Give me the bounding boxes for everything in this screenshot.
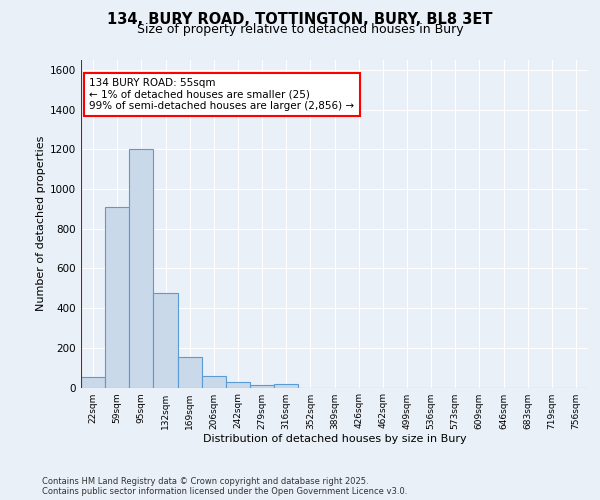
X-axis label: Distribution of detached houses by size in Bury: Distribution of detached houses by size … xyxy=(203,434,466,444)
Bar xyxy=(154,293,178,388)
Bar xyxy=(129,150,154,388)
Bar xyxy=(202,376,226,388)
Bar xyxy=(178,356,202,388)
Bar xyxy=(226,382,250,388)
Y-axis label: Number of detached properties: Number of detached properties xyxy=(36,136,46,312)
Text: Size of property relative to detached houses in Bury: Size of property relative to detached ho… xyxy=(137,22,463,36)
Bar xyxy=(250,384,274,388)
Text: 134 BURY ROAD: 55sqm
← 1% of detached houses are smaller (25)
99% of semi-detach: 134 BURY ROAD: 55sqm ← 1% of detached ho… xyxy=(89,78,355,111)
Text: 134, BURY ROAD, TOTTINGTON, BURY, BL8 3ET: 134, BURY ROAD, TOTTINGTON, BURY, BL8 3E… xyxy=(107,12,493,28)
Bar xyxy=(274,384,298,388)
Bar xyxy=(81,376,105,388)
Bar xyxy=(105,207,129,388)
Text: Contains HM Land Registry data © Crown copyright and database right 2025.
Contai: Contains HM Land Registry data © Crown c… xyxy=(42,476,407,496)
